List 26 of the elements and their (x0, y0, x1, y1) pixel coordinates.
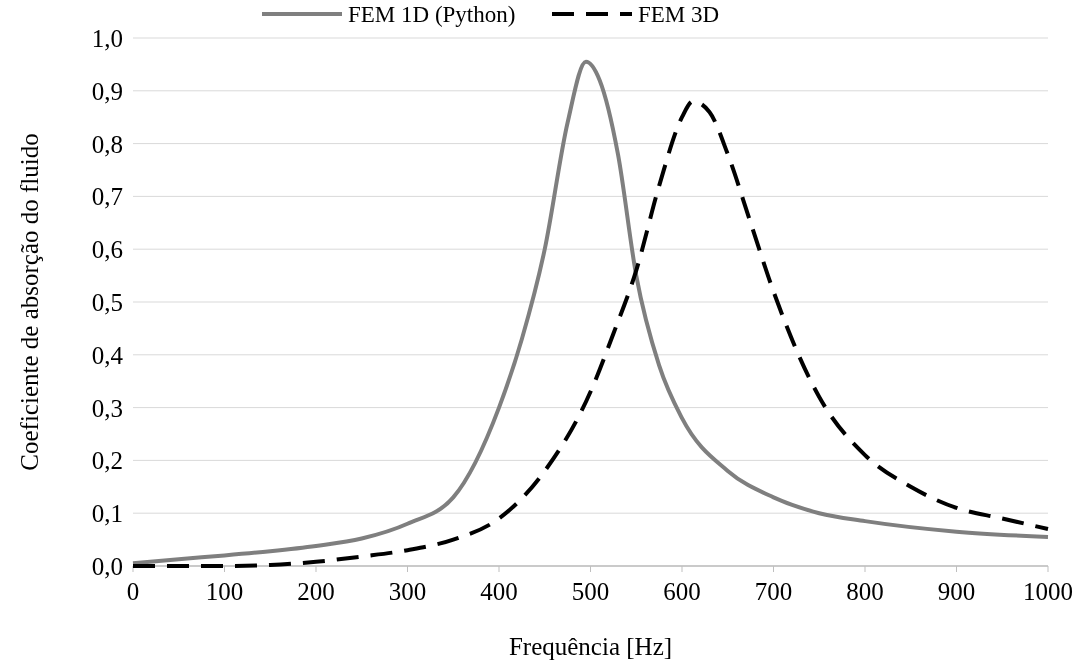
y-tick-label: 0,3 (91, 394, 123, 422)
y-tick-label: 0,6 (91, 236, 123, 264)
y-tick-label: 0,4 (91, 341, 124, 369)
legend-label: FEM 1D (Python) (348, 2, 516, 27)
y-tick-label: 1,0 (91, 25, 123, 52)
y-tick-label: 0,9 (91, 77, 123, 105)
x-tick-label: 400 (480, 578, 518, 605)
x-tick-label: 1000 (1023, 578, 1073, 605)
legend-label: FEM 3D (638, 2, 720, 27)
x-tick-label: 100 (205, 578, 244, 605)
x-tick-label: 300 (388, 578, 427, 605)
x-tick-label: 200 (297, 578, 335, 605)
y-tick-label: 0,0 (91, 553, 123, 580)
x-tick-label: 600 (663, 578, 701, 605)
x-tick-label: 800 (846, 578, 884, 605)
y-tick-label: 0,8 (91, 130, 123, 158)
x-tick-label: 500 (571, 578, 610, 605)
y-tick-label: 0,1 (91, 500, 123, 528)
y-tick-label: 0,7 (91, 183, 123, 211)
x-tick-label: 900 (937, 578, 976, 605)
x-tick-label: 700 (754, 578, 793, 605)
x-tick-label: 0 (126, 578, 140, 605)
y-tick-label: 0,5 (91, 289, 123, 316)
x-axis-title: Frequência [Hz] (508, 633, 673, 660)
y-axis-title: Coeficiente de absorção do fluido (16, 133, 43, 471)
y-tick-label: 0,2 (91, 447, 123, 475)
